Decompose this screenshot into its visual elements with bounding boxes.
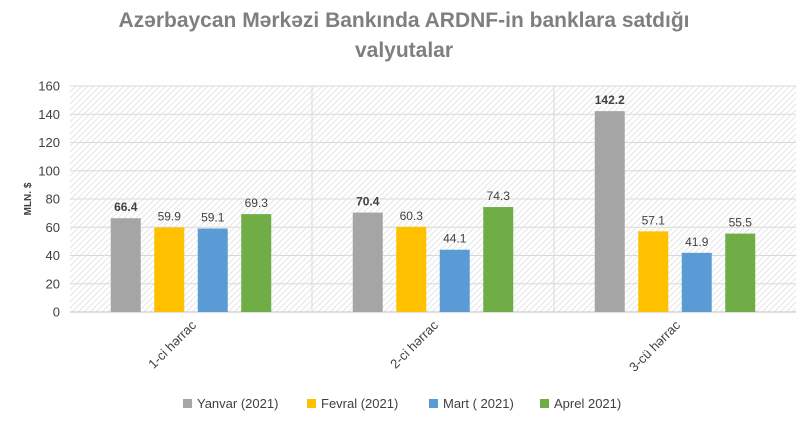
category-label: 2-ci hərrac [387,317,441,371]
category-labels: 1-ci hərrac 2-ci hərrac 3-cü hərrac [145,317,683,374]
y-tick-label: 80 [46,192,60,207]
legend-entry: Yanvar (2021) [197,396,278,411]
bars [110,111,756,312]
legend-swatch [183,399,192,408]
bar [594,111,625,312]
data-label: 142.2 [595,93,625,107]
legend-entry: Fevral (2021) [321,396,398,411]
data-label: 59.9 [158,209,182,223]
y-tick-label: 120 [38,135,60,150]
bar [241,214,272,312]
bar [352,212,383,312]
y-axis-label: MLN. $ [23,182,34,215]
category-label: 1-ci hərrac [145,317,199,371]
y-tick-label: 160 [38,79,60,94]
y-tick-label: 140 [38,107,60,122]
chart-title: Azərbaycan Mərkəzi Bankında ARDNF-in ban… [118,9,689,62]
gridlines [70,85,796,313]
data-label: 70.4 [356,195,380,209]
legend: Yanvar (2021) Fevral (2021) Mart ( 2021) Ap… [183,396,621,411]
y-tick-label: 20 [46,276,60,291]
data-label: 44.1 [443,232,467,246]
data-label: 41.9 [685,235,709,249]
data-label: 69.3 [245,196,269,210]
y-axis-ticks: 0 20 40 60 80 100 120 140 160 [38,79,60,320]
bar [483,207,514,312]
category-label: 3-cü hərrac [626,317,683,374]
data-labels: 66.4 59.9 59.1 69.3 70.4 60.3 44.1 74.3 142.2 57.… [114,93,752,249]
bar [396,226,427,312]
chart-title-line: valyutalar [355,39,453,62]
legend-entry: Aprel 2021) [554,396,621,411]
legend-swatch [307,399,316,408]
bar [110,218,141,312]
data-label: 74.3 [487,189,511,203]
data-label: 66.4 [114,200,138,214]
data-label: 60.3 [400,209,424,223]
bar [154,227,185,312]
y-tick-label: 60 [46,220,60,235]
bar [197,228,228,312]
bar [681,252,712,312]
legend-entry: Mart ( 2021) [443,396,514,411]
data-label: 57.1 [642,213,666,227]
chart-title-line: Azərbaycan Mərkəzi Bankında ARDNF-in ban… [118,9,689,32]
bar [638,231,669,312]
data-label: 55.5 [729,216,753,230]
data-label: 59.1 [201,211,225,225]
bar [439,249,470,312]
legend-swatch [429,399,438,408]
y-tick-label: 0 [53,305,60,320]
legend-swatch [540,399,549,408]
y-tick-label: 100 [38,163,60,178]
bar [725,233,756,312]
y-tick-label: 40 [46,248,60,263]
